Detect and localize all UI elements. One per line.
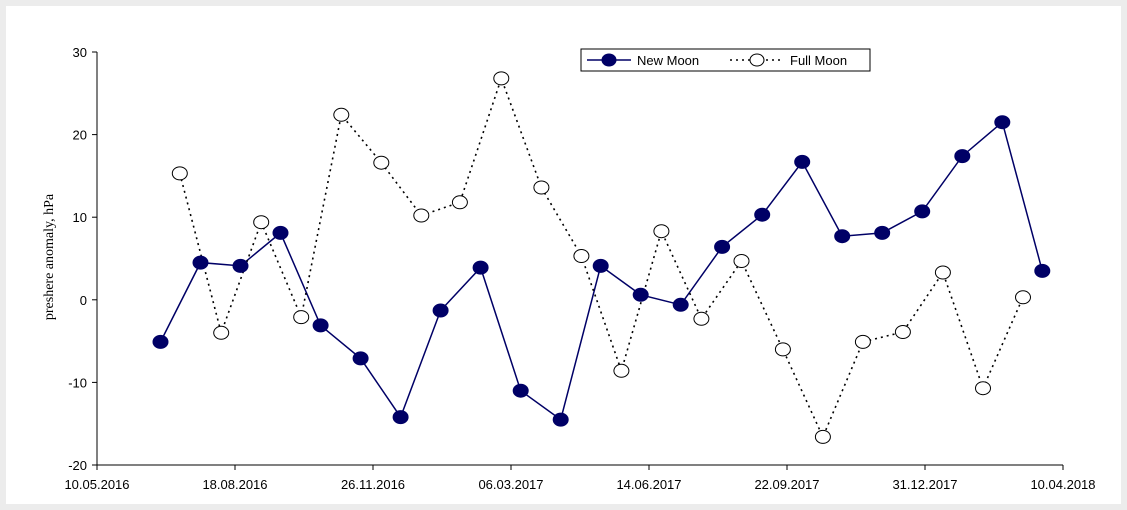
- full-moon-point: [613, 363, 630, 378]
- full-moon-point: [573, 249, 590, 263]
- new-moon-point: [512, 383, 529, 398]
- x-tick-label: 10.05.2016: [64, 477, 129, 492]
- full-moon-point: [373, 155, 390, 170]
- new-moon-point: [472, 260, 489, 275]
- new-moon-point: [714, 239, 731, 254]
- y-tick-label: 10: [73, 210, 87, 225]
- new-moon-point: [592, 258, 609, 273]
- legend-full-moon-marker: [749, 53, 765, 67]
- new-moon-point: [312, 318, 329, 333]
- series-markers: [152, 71, 1051, 444]
- legend-new-moon-label: New Moon: [637, 53, 699, 68]
- full-moon-point: [533, 180, 550, 195]
- new-moon-point: [552, 412, 569, 427]
- x-tick-label: 18.08.2016: [202, 477, 267, 492]
- x-tick-label: 22.09.2017: [754, 477, 819, 492]
- y-axis-label: preshere anomaly, hPa: [42, 193, 57, 320]
- new-moon-point: [794, 154, 811, 169]
- full-moon-point: [894, 325, 911, 339]
- full-moon-point: [854, 334, 871, 349]
- y-tick-label: -20: [68, 458, 87, 473]
- x-tick-label: 31.12.2017: [892, 477, 957, 492]
- legend: New Moon Full Moon: [580, 48, 871, 72]
- new-moon-point: [632, 287, 649, 302]
- new-moon-point: [192, 255, 209, 270]
- x-tick-label: 26.11.2016: [341, 477, 405, 492]
- x-tick-label: 10.04.2018: [1030, 477, 1095, 492]
- new-moon-point: [272, 225, 289, 240]
- new-moon-point: [754, 207, 771, 222]
- new-moon-point: [432, 303, 449, 318]
- full-moon-point: [451, 195, 468, 210]
- full-moon-point: [814, 429, 831, 444]
- new-moon-point: [672, 297, 689, 312]
- new-moon-point: [1034, 263, 1051, 278]
- new-moon-point: [392, 410, 409, 425]
- y-tick-label: 20: [73, 128, 87, 143]
- new-moon-point: [834, 229, 851, 244]
- full-moon-point: [733, 254, 750, 268]
- y-tick-label: 30: [73, 45, 87, 60]
- legend-box: [580, 48, 871, 72]
- legend-full-moon-label: Full Moon: [790, 53, 847, 68]
- series-lines: [159, 75, 1044, 439]
- full-moon-point: [213, 325, 230, 340]
- full-moon-point: [413, 208, 430, 223]
- x-axis-ticks: 10.05.2016 18.08.2016 26.11.2016 06.03.2017…: [64, 465, 1096, 492]
- full-moon-point: [253, 215, 270, 230]
- full-moon-line: [179, 75, 1024, 439]
- full-moon-point: [333, 107, 350, 122]
- full-moon-point: [934, 265, 951, 280]
- new-moon-point: [994, 115, 1011, 130]
- new-moon-point: [352, 351, 369, 366]
- chart-axes: [96, 52, 1063, 466]
- full-moon-point: [493, 71, 510, 86]
- full-moon-point: [1015, 290, 1031, 305]
- y-axis-ticks: 30 20 10 0 -10 -20: [68, 45, 97, 473]
- full-moon-point: [774, 342, 791, 357]
- full-moon-point: [653, 224, 670, 239]
- full-moon-point: [171, 166, 188, 181]
- new-moon-point: [914, 204, 931, 219]
- y-tick-label: 0: [80, 293, 87, 308]
- new-moon-point: [152, 334, 169, 349]
- x-tick-label: 06.03.2017: [478, 477, 543, 492]
- full-moon-point: [693, 311, 710, 326]
- y-tick-label: -10: [68, 375, 87, 390]
- full-moon-point: [975, 381, 991, 396]
- new-moon-point: [232, 258, 249, 273]
- x-tick-label: 14.06.2017: [616, 477, 681, 492]
- new-moon-point: [874, 225, 891, 240]
- new-moon-point: [954, 149, 971, 164]
- full-moon-point: [293, 310, 310, 325]
- legend-new-moon-marker: [601, 53, 617, 67]
